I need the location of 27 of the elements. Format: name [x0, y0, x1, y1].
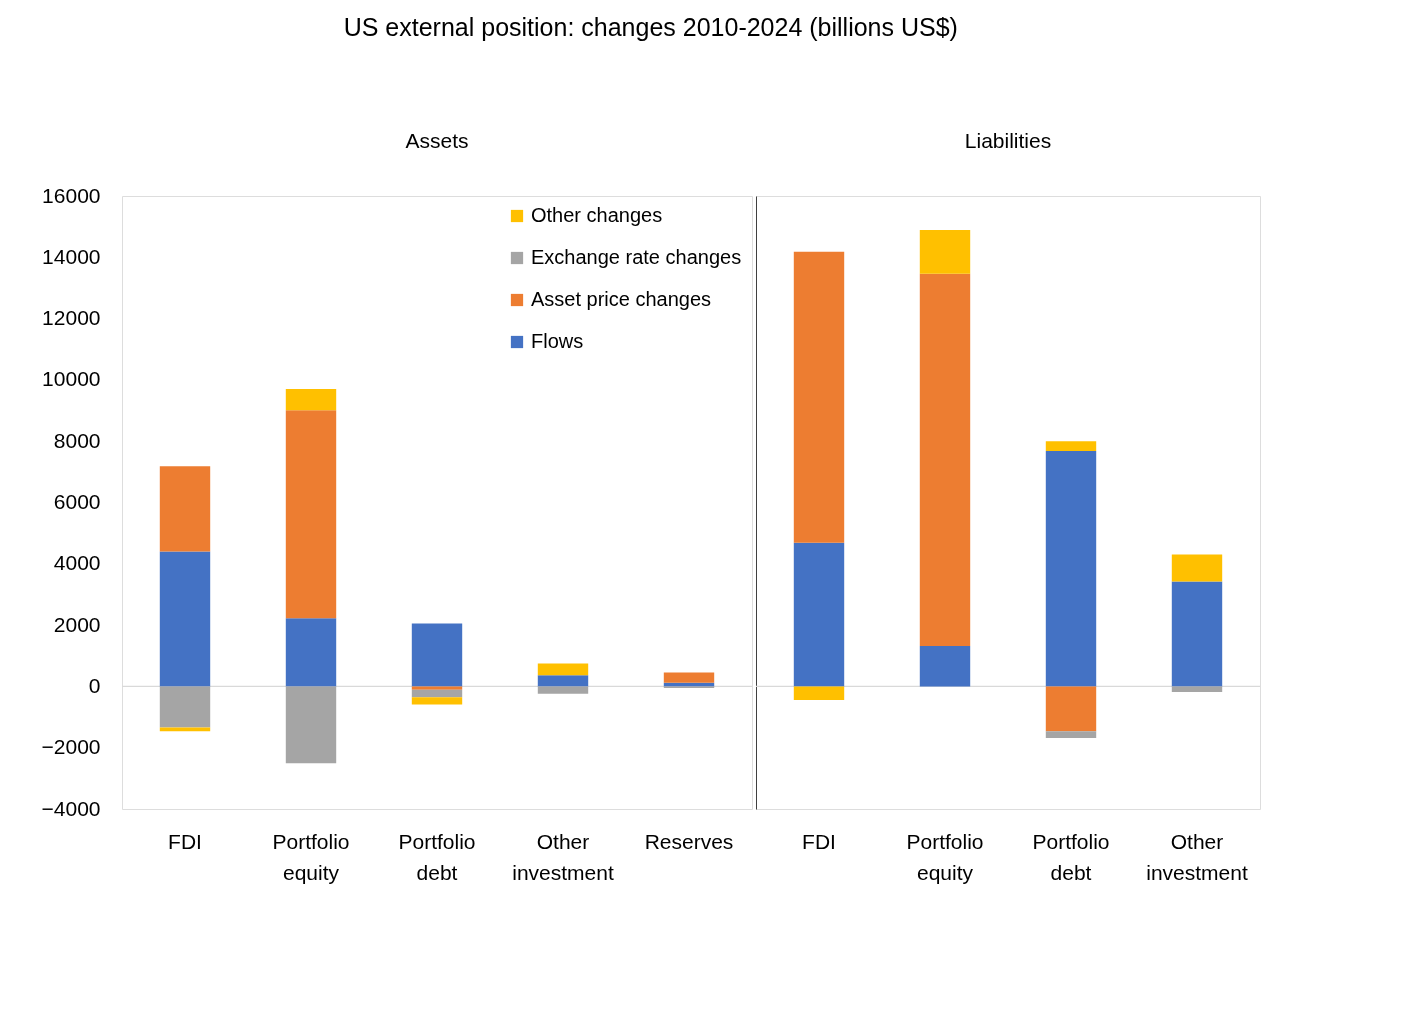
x-tick-label: Portfolio equity: [906, 829, 984, 884]
y-tick-label: 2000: [53, 612, 101, 636]
x-tick-label: FDI: [802, 829, 836, 853]
chart-title: US external position: changes 2010-2024 (billions US$): [343, 12, 958, 41]
y-tick-label: 10000: [42, 367, 101, 391]
x-tick-label: Portfolio equity: [272, 829, 350, 884]
y-tick-label: 6000: [53, 490, 101, 513]
text: Liabilities: [964, 129, 1052, 152]
y-tick-label: −2000: [41, 735, 101, 759]
x-tick-label: Portfolio debt: [1032, 829, 1110, 884]
legend-label: Asset price changes: [531, 288, 712, 310]
y-tick-label: 14000: [42, 244, 101, 268]
y-tick-label: 12000: [42, 306, 101, 330]
y-tick-label: 4000: [53, 551, 101, 575]
x-tick-label: Other investment: [512, 829, 614, 884]
x-tick-label: FDI: [168, 829, 202, 853]
y-tick-label: 0: [88, 673, 101, 697]
x-tick-label: Portfolio debt: [398, 829, 476, 884]
legend-label: Other changes: [531, 204, 663, 226]
legend-label: Flows: [531, 330, 584, 352]
x-tick-label: Reserves: [644, 829, 734, 853]
y-tick-label: −4000: [41, 796, 101, 820]
y-tick-label: 8000: [53, 428, 101, 452]
text: Assets: [405, 129, 469, 152]
y-tick-label: 16000: [42, 183, 101, 207]
x-tick-label: Other investment: [1146, 829, 1248, 884]
legend-label: Exchange rate changes: [531, 246, 742, 268]
